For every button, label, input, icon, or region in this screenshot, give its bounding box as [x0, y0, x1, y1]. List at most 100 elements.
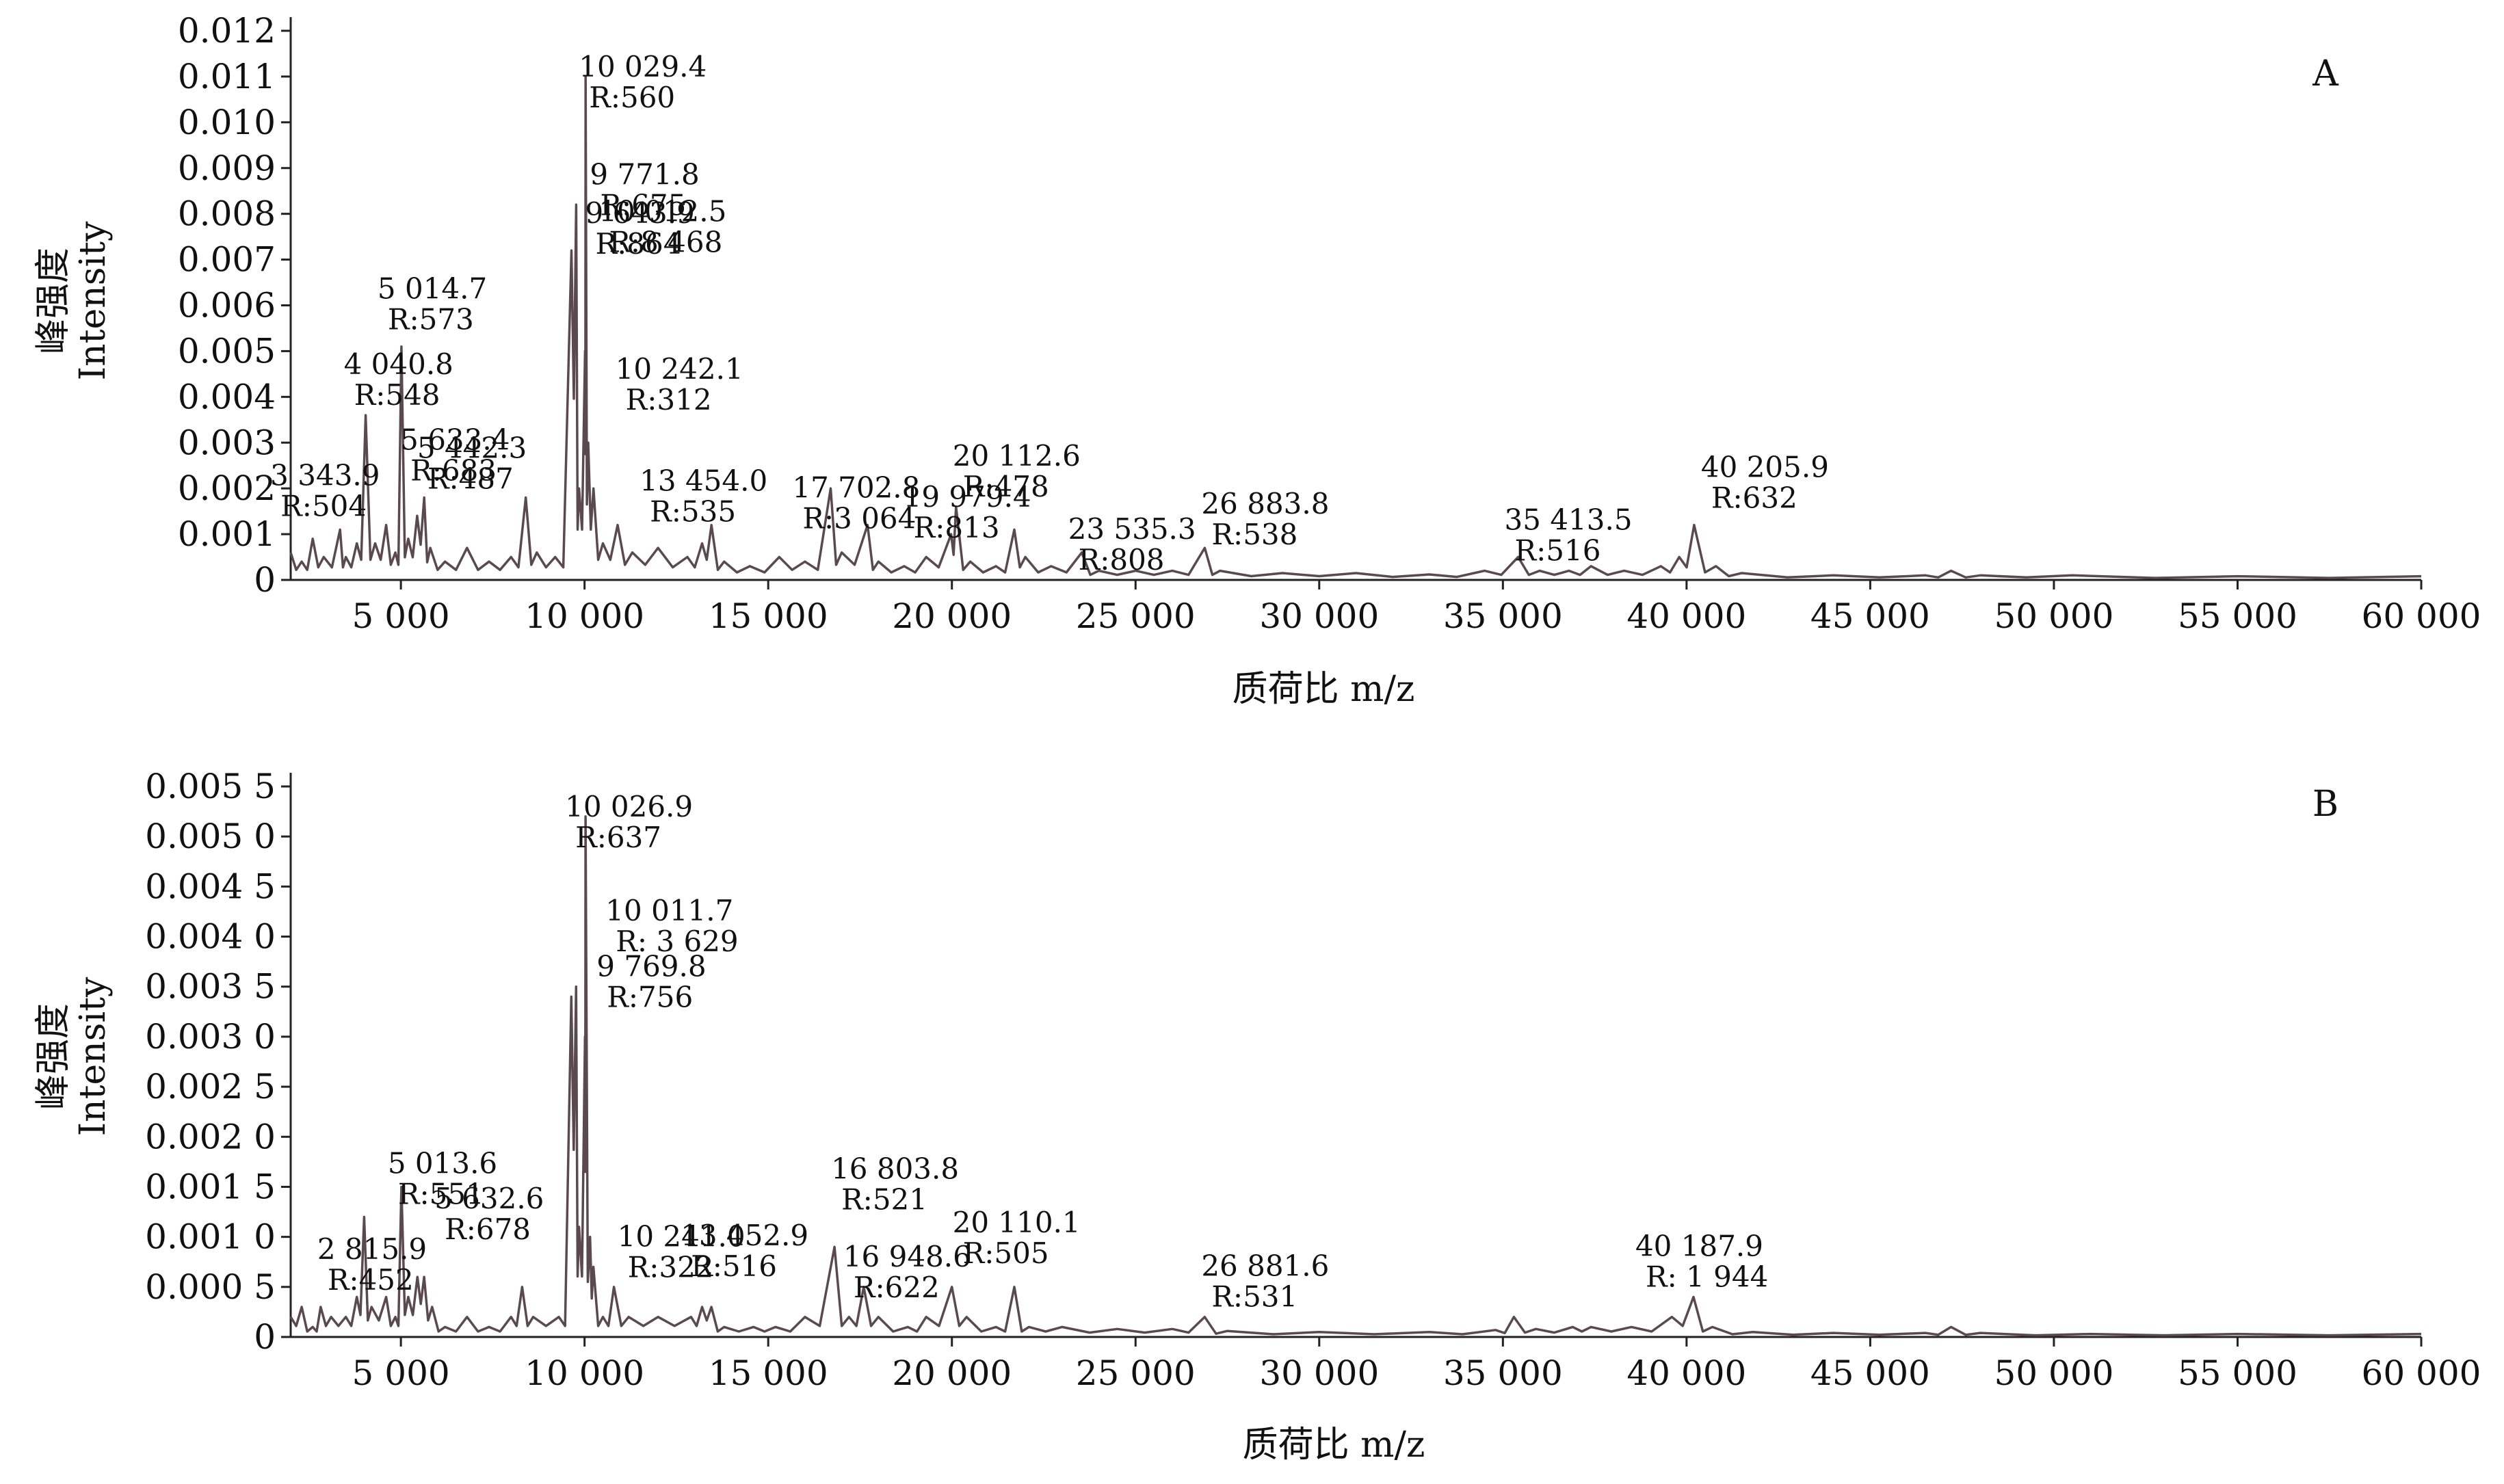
panel-a-y-tick-label: 0.006 — [178, 286, 276, 326]
panel-a-y-tick-label: 0.003 — [178, 423, 276, 462]
panel-a-peak-r-label: R:516 — [1515, 534, 1601, 568]
panel-b-x-tick-label: 30 000 — [1259, 1353, 1379, 1393]
panel-b-peak-r-label: R:322 — [628, 1251, 714, 1284]
panel-a-peak-r-label: R:813 — [914, 511, 1000, 544]
panel-b-y-axis-title-en: Intensity — [73, 977, 114, 1136]
panel-b-peak-mz-label: 5 013.6 — [388, 1146, 497, 1180]
panel-a-peak-mz-label: 13 454.0 — [640, 464, 767, 498]
panel-a-y-tick-label: 0.011 — [178, 57, 276, 96]
panel-b-peak-mz-label: 16 948.6 — [843, 1240, 971, 1273]
panel-a-peak-r-label: R:864 — [596, 227, 682, 261]
panel-a-y-tick-label: 0.008 — [178, 194, 276, 234]
panel-a-x-tick-label: 10 000 — [525, 596, 644, 636]
panel-a-peak-mz-label: 10 242.1 — [616, 352, 743, 386]
panel-a-peak-mz-label: 17 702.8 — [792, 471, 920, 505]
panel-a-x-tick-label: 40 000 — [1626, 596, 1746, 636]
panel-a-x-tick-label: 50 000 — [1994, 596, 2113, 636]
panel-a-peak-mz-label: 19 979.4 — [904, 480, 1031, 514]
panel-a-peak-r-label: R:8 468 — [609, 225, 722, 259]
panel-b-y-tick-label: 0 — [254, 1317, 276, 1357]
panel-a-peak-r-label: R:560 — [589, 81, 675, 114]
panel-a-x-tick-label: 55 000 — [2178, 596, 2297, 636]
panel-b-peak-r-label: R:637 — [575, 821, 661, 854]
panel-a-peak-mz-label: 5 442.3 — [417, 431, 527, 464]
panel-a-y-tick-label: 0.004 — [178, 377, 276, 416]
panel-b-peak-r-label: R:521 — [841, 1182, 927, 1216]
panel-a-x-tick-label: 5 000 — [352, 596, 450, 636]
panel-b-y-tick-label: 0.001 5 — [145, 1167, 276, 1206]
panel-a-y-axis-title-en: Intensity — [73, 221, 114, 380]
panel-a-y-tick-label: 0 — [254, 560, 276, 600]
panel-b-peak-mz-label: 10 011.7 — [605, 894, 733, 927]
panel-a-peak-mz-label: 26 883.8 — [1201, 487, 1329, 520]
panel-b-y-tick-label: 0.002 5 — [145, 1067, 276, 1107]
panel-a-peak-mz-label: 10 029.4 — [579, 50, 707, 83]
panel-a-peak-r-label: R:478 — [963, 470, 1049, 503]
panel-a-peak-r-label: R:535 — [650, 495, 736, 529]
panel-a-peak-r-label: R:683 — [410, 454, 497, 488]
panel-b-letter: B — [2312, 784, 2338, 825]
panel-b-x-tick-label: 10 000 — [525, 1353, 644, 1393]
spectrum-panel-a: 0 0.001 0.002 0.003 0.004 0.005 0.006 0.007 0.00… — [33, 11, 2481, 710]
panel-a-peak-mz-label: 10 012.5 — [598, 194, 726, 228]
panel-a-y-tick-label: 0.005 — [178, 331, 276, 371]
panel-b-peak-mz-label: 26 881.6 — [1201, 1249, 1329, 1283]
panel-a-y-axis-title-cn: 峰强度 — [33, 248, 74, 354]
panel-a-peak-mz-label: 9 771.8 — [590, 157, 699, 191]
panel-a-letter: A — [2312, 53, 2339, 94]
panel-b-peak-r-label: R: 1 944 — [1646, 1260, 1768, 1293]
panel-b-y-tick-label: 0.004 0 — [145, 917, 276, 957]
panel-b-peak-mz-label: 40 187.9 — [1635, 1229, 1763, 1262]
panel-b-y-axis-title-cn: 峰强度 — [33, 1003, 74, 1110]
panel-a-y-tick-label: 0.009 — [178, 148, 276, 188]
panel-a-peak-r-label: R:3 064 — [802, 502, 916, 535]
panel-b-y-tick-label: 0.000 5 — [145, 1267, 276, 1307]
panel-b-x-tick-label: 55 000 — [2178, 1353, 2297, 1393]
panel-a-spectrum-line — [289, 75, 2422, 579]
panel-b-x-tick-label: 25 000 — [1076, 1353, 1196, 1393]
panel-a-x-tick-label: 35 000 — [1443, 596, 1563, 636]
panel-a-peak-r-label: R:487 — [427, 462, 514, 495]
panel-b-x-tick-label: 40 000 — [1626, 1353, 1746, 1393]
panel-b-y-tick-label: 0.001 0 — [145, 1217, 276, 1257]
spectrum-panel-b: 0 0.000 5 0.001 0 0.001 5 0.002 0 0.002 5 0.00… — [33, 767, 2481, 1466]
panel-b-x-tick-label: 50 000 — [1994, 1353, 2113, 1393]
panel-a-y-tick-label: 0.002 — [178, 468, 276, 508]
panel-b-y-tick-label: 0.003 5 — [145, 967, 276, 1007]
panel-a-x-tick-label: 45 000 — [1810, 596, 1930, 636]
panel-a-peak-r-label: R:504 — [280, 489, 367, 522]
panel-b-x-tick-label: 45 000 — [1810, 1353, 1930, 1393]
panel-b-peak-r-label: R:551 — [398, 1177, 484, 1210]
panel-b-peak-r-label: R:505 — [963, 1236, 1049, 1270]
panel-b-peak-r-label: R:678 — [445, 1213, 531, 1246]
panel-b-peak-mz-label: 10 241.0 — [618, 1220, 746, 1254]
panel-b-y-tick-label: 0.002 0 — [145, 1117, 276, 1156]
panel-b-peak-r-label: R:756 — [607, 981, 693, 1014]
panel-a-peak-r-label: R:312 — [626, 383, 712, 416]
panel-a-x-axis-title: 质荷比 m/z — [1233, 669, 1415, 710]
panel-b-y-tick-label: 0.005 5 — [145, 767, 276, 806]
panel-b-peak-r-label: R: 3 629 — [616, 925, 738, 958]
panel-a-peak-mz-label: 20 112.6 — [953, 439, 1081, 473]
panel-a-peak-r-label: R:538 — [1211, 518, 1297, 551]
panel-b-peak-mz-label: 20 110.1 — [953, 1206, 1081, 1239]
panel-b-peak-r-label: R:531 — [1211, 1280, 1297, 1314]
panel-b-x-tick-label: 5 000 — [352, 1353, 450, 1393]
panel-b-x-tick-label: 35 000 — [1443, 1353, 1563, 1393]
panel-a-peak-r-label: R:632 — [1711, 481, 1797, 515]
panel-a-peak-mz-label: 4 040.8 — [344, 347, 453, 381]
panel-a-y-tick-label: 0.010 — [178, 103, 276, 142]
panel-b-peak-mz-label: 2 815.9 — [317, 1232, 427, 1266]
panel-b-peak-r-label: R:516 — [691, 1249, 777, 1283]
panel-b-peak-mz-label: 16 803.8 — [831, 1152, 959, 1185]
panel-a-peak-mz-label: 5 014.7 — [378, 272, 487, 306]
panel-a-x-tick-label: 60 000 — [2362, 596, 2481, 636]
panel-b-peak-mz-label: 13 452.9 — [681, 1219, 808, 1252]
panel-a-x-tick-label: 15 000 — [709, 596, 828, 636]
panel-b-y-axis-title: 峰强度Intensity — [33, 977, 114, 1136]
panel-b-x-axis-title: 质荷比 m/z — [1243, 1425, 1425, 1466]
panel-a-peak-mz-label: 35 413.5 — [1505, 503, 1633, 537]
panel-b-x-tick-label: 15 000 — [709, 1353, 828, 1393]
panel-a-y-axis-title: 峰强度Intensity — [33, 221, 114, 380]
